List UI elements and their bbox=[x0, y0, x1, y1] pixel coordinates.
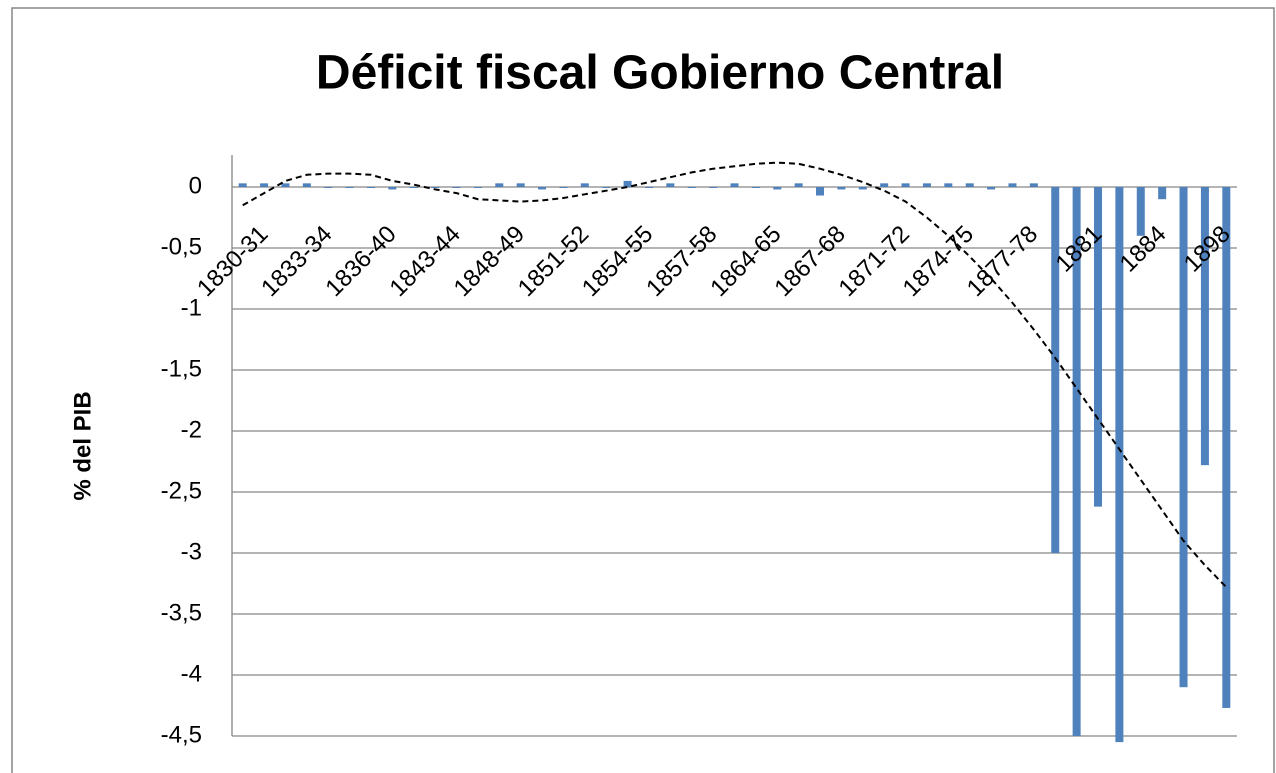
bar bbox=[773, 187, 782, 190]
bar bbox=[516, 183, 525, 187]
bar bbox=[709, 187, 718, 188]
bar bbox=[324, 187, 333, 188]
bar bbox=[880, 183, 889, 187]
bar bbox=[431, 187, 440, 188]
y-tick-label: -2,5 bbox=[161, 477, 202, 504]
x-tick-label: 1843-44 bbox=[384, 221, 465, 302]
bar bbox=[495, 183, 504, 187]
bar bbox=[794, 183, 803, 187]
bar bbox=[1115, 187, 1124, 743]
x-tick-label: 1857-58 bbox=[641, 221, 722, 302]
y-tick-label: 0 bbox=[189, 172, 202, 199]
bar bbox=[366, 187, 375, 188]
y-tick-label: -4 bbox=[181, 660, 202, 687]
bar bbox=[409, 187, 418, 188]
bar bbox=[1222, 187, 1231, 708]
bar bbox=[260, 183, 269, 187]
x-tick-label: 1836-40 bbox=[320, 221, 401, 302]
bar bbox=[1029, 183, 1038, 187]
y-tick-label: -2 bbox=[181, 416, 202, 443]
bar bbox=[816, 187, 825, 196]
bar bbox=[580, 183, 589, 187]
x-tick-label: 1833-34 bbox=[256, 221, 337, 302]
bar bbox=[452, 187, 461, 188]
bar bbox=[858, 187, 867, 190]
bar bbox=[538, 187, 547, 190]
bar bbox=[1008, 183, 1017, 187]
bar bbox=[837, 187, 846, 190]
bar bbox=[473, 187, 482, 188]
y-tick-label: -1 bbox=[181, 294, 202, 321]
bar bbox=[1136, 187, 1145, 236]
x-tick-label: 1851-52 bbox=[513, 221, 594, 302]
bar bbox=[922, 183, 931, 187]
x-tick-label: 1848-49 bbox=[449, 221, 530, 302]
y-tick-label: -3 bbox=[181, 538, 202, 565]
bar bbox=[644, 187, 653, 188]
x-tick-label: 1854-55 bbox=[577, 221, 658, 302]
bar bbox=[559, 187, 568, 188]
bar bbox=[666, 183, 675, 187]
x-tick-label: 1867-68 bbox=[769, 221, 850, 302]
bar bbox=[345, 187, 354, 188]
bar bbox=[987, 187, 996, 190]
bar bbox=[238, 183, 247, 187]
bar bbox=[1051, 187, 1060, 553]
x-tick-label: 1874-75 bbox=[898, 221, 979, 302]
bar bbox=[965, 183, 974, 187]
y-axis-label: % del PIB bbox=[69, 391, 96, 500]
x-tick-label: 1864-65 bbox=[705, 221, 786, 302]
bar bbox=[944, 183, 953, 187]
y-tick-label: -4,5 bbox=[161, 721, 202, 748]
x-tick-label: 1830-31 bbox=[192, 221, 273, 302]
y-tick-label: -0,5 bbox=[161, 233, 202, 260]
bar bbox=[1072, 187, 1081, 736]
x-tick-label: 1871-72 bbox=[834, 221, 915, 302]
y-tick-label: -3,5 bbox=[161, 599, 202, 626]
bar bbox=[302, 183, 311, 187]
chart-title: Déficit fiscal Gobierno Central bbox=[316, 47, 1004, 100]
bar bbox=[388, 187, 397, 190]
bar bbox=[751, 187, 760, 188]
y-tick-label: -1,5 bbox=[161, 355, 202, 382]
trendline bbox=[242, 161, 1228, 588]
bar bbox=[1158, 187, 1167, 200]
chart-frame bbox=[11, 7, 1275, 773]
bar bbox=[281, 183, 290, 187]
bar bbox=[623, 180, 632, 187]
bar bbox=[1200, 187, 1209, 466]
bar bbox=[730, 183, 739, 187]
bar bbox=[1094, 187, 1103, 507]
bar bbox=[602, 187, 611, 188]
bar bbox=[687, 187, 696, 188]
bar bbox=[1179, 187, 1188, 688]
bar bbox=[901, 183, 910, 187]
